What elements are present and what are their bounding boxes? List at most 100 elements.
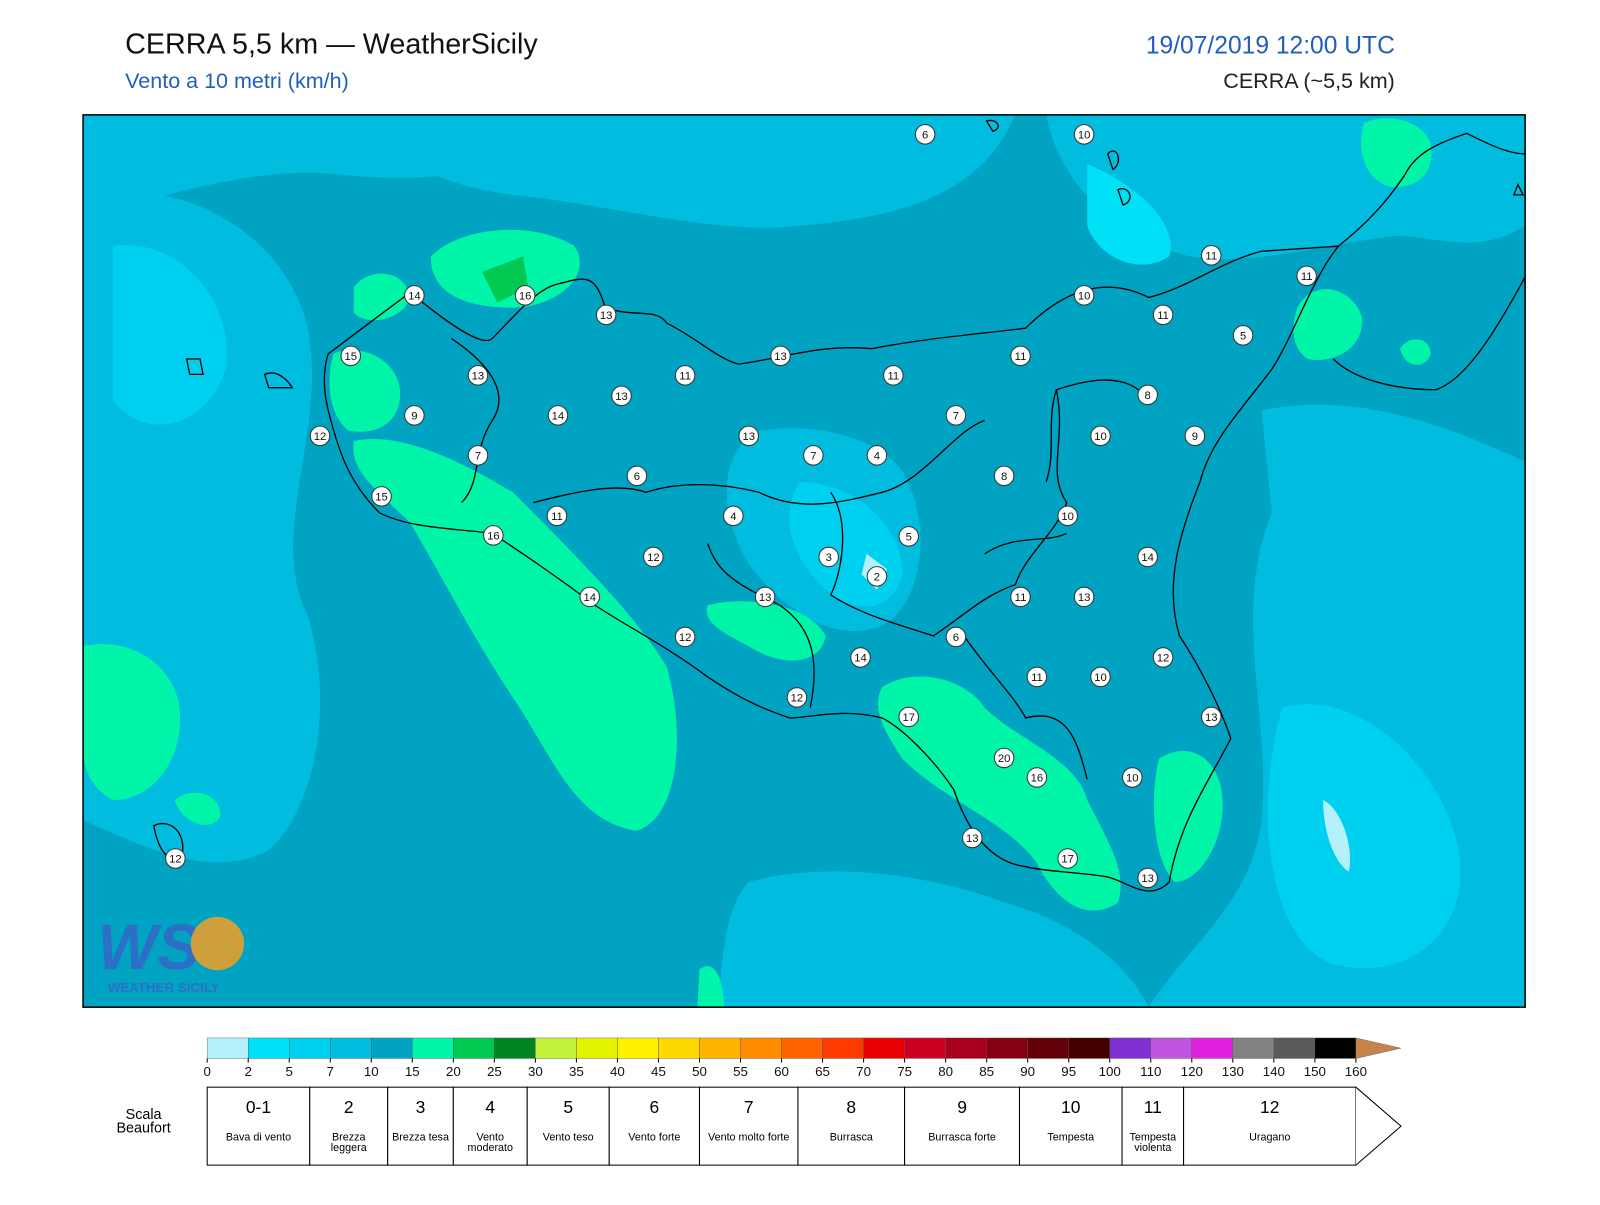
colorbar-tick-label: 95 — [1061, 1064, 1076, 1079]
title: CERRA 5,5 km — WeatherSicily — [125, 28, 538, 60]
station-value: 13 — [1205, 712, 1218, 724]
station-value: 5 — [906, 532, 912, 544]
station-marker — [595, 304, 617, 326]
colorbar-tick-label: 160 — [1345, 1064, 1367, 1079]
beaufort-force: 0-1 — [245, 1097, 272, 1117]
station-value: 7 — [475, 450, 481, 462]
station-marker — [674, 626, 696, 648]
beaufort-cell — [1183, 1086, 1357, 1166]
beaufort-label-cell: Scala Beaufort — [116, 1108, 170, 1135]
beaufort-cell-text-box: 10 Tempesta — [1019, 1087, 1122, 1165]
colorbar-tick-label: 150 — [1304, 1064, 1326, 1079]
beaufort-force: 10 — [1061, 1097, 1081, 1117]
station-value: 17 — [1061, 854, 1074, 866]
beaufort-cell — [387, 1086, 454, 1166]
station-value: 10 — [1061, 511, 1074, 523]
colorbar-tick-label: 75 — [897, 1064, 912, 1079]
beaufort-cell-text: 12 Uragano — [1249, 1097, 1290, 1142]
wind-field — [83, 114, 1526, 1008]
station-value: 13 — [615, 391, 628, 403]
station-value: 7 — [953, 410, 959, 422]
station-marker — [579, 586, 600, 608]
station-value: 12 — [169, 854, 182, 866]
station-marker — [514, 285, 536, 306]
station-marker — [866, 566, 888, 587]
beaufort-cell-text: 4 Vento moderato — [453, 1087, 527, 1165]
station-marker — [945, 626, 967, 648]
station-value: 13 — [600, 310, 613, 322]
station-marker — [898, 706, 919, 728]
colorbar-tick-label: 30 — [528, 1064, 543, 1079]
station-marker — [945, 405, 967, 426]
station-marker — [643, 546, 664, 568]
colorbar-swatch — [1191, 1037, 1234, 1059]
station-value: 4 — [730, 511, 736, 523]
station-marker — [467, 365, 489, 386]
beaufort-cell — [797, 1086, 906, 1166]
station-marker — [850, 647, 871, 668]
beaufort-cell-text: 5 Vento teso — [542, 1097, 594, 1144]
colorbar-tick-label: 80 — [938, 1064, 953, 1079]
station-value: 4 — [874, 450, 880, 462]
station-value: 12 — [1157, 653, 1170, 665]
beaufort-description: Burrasca — [829, 1131, 873, 1144]
station-value: 13 — [966, 833, 979, 845]
colorbar: 0 2 5 7 10 15 20 25 30 35 40 45 50 55 60 65 70 75 80 85 90 95… — [203, 1037, 1402, 1079]
station-value: 13 — [759, 592, 772, 604]
station-marker — [674, 365, 696, 386]
station-marker — [1152, 647, 1174, 668]
beaufort-cell-text: 6 Vento forte — [628, 1097, 680, 1142]
colorbar-tick-label: 65 — [815, 1064, 830, 1079]
colorbar-swatch — [206, 1037, 249, 1059]
colorbar-tick-label: 140 — [1263, 1064, 1285, 1079]
station-marker — [738, 425, 759, 447]
station-marker — [1010, 586, 1031, 608]
station-marker — [1184, 425, 1206, 447]
station-marker — [404, 285, 425, 306]
beaufort-description: Vento teso — [542, 1131, 594, 1144]
beaufort-cell-text-box: 3 Brezza tesa — [388, 1087, 454, 1165]
station-value: 8 — [1001, 471, 1007, 483]
beaufort-cell-text: 9 Burrasca forte — [928, 1097, 996, 1144]
station-marker — [1137, 384, 1158, 406]
colorbar-tick-label: 25 — [487, 1064, 502, 1079]
colorbar-tick-label: 85 — [979, 1064, 994, 1079]
beaufort-description: Bava di vento — [225, 1131, 292, 1144]
colorbar-tick-label: 55 — [733, 1064, 748, 1079]
beaufort-force: 4 — [485, 1097, 496, 1117]
colorbar-swatch — [494, 1037, 536, 1059]
beaufort-cell-text-box: 4 Vento moderato — [453, 1087, 527, 1165]
station-marker — [754, 586, 776, 608]
beaufort-cell-text: 11 Tempesta violenta — [1129, 1097, 1176, 1153]
colorbar-tick-label: 40 — [610, 1064, 625, 1079]
colorbar-tick-label: 20 — [446, 1064, 461, 1079]
station-value: 12 — [679, 632, 692, 644]
colorbar-tick-label: 15 — [405, 1064, 420, 1079]
colorbar-tick-label: 120 — [1181, 1064, 1203, 1079]
station-value: 14 — [854, 653, 867, 665]
station-value: 14 — [583, 592, 596, 604]
station-value: 11 — [679, 370, 691, 382]
beaufort-description: Burrasca forte — [928, 1131, 996, 1144]
station-value: 2 — [874, 572, 880, 584]
beaufort-cell — [452, 1086, 528, 1166]
station-value: 11 — [1301, 271, 1313, 283]
colorbar-swatch — [1068, 1037, 1110, 1059]
station-labels: 6 10 11 11 14 16 13 10 11 5 15 13 11 13 11 11 13 9 14 7 8 12 7… — [165, 124, 1317, 889]
station-value: 13 — [472, 370, 485, 382]
station-value: 13 — [1078, 592, 1091, 604]
station-value: 10 — [1126, 773, 1139, 785]
station-value: 16 — [1031, 773, 1044, 785]
station-marker — [993, 747, 1015, 769]
station-marker — [626, 465, 648, 487]
station-marker — [1090, 666, 1111, 688]
colorbar-tick-label: 90 — [1020, 1064, 1035, 1079]
beaufort-cell-text: 0-1 Bava di vento — [225, 1097, 292, 1144]
colorbar-swatch — [617, 1037, 659, 1059]
station-marker — [993, 465, 1015, 487]
station-marker — [1026, 666, 1048, 688]
logo-mark: WS — [97, 912, 199, 983]
colorbar-swatch — [453, 1037, 495, 1059]
